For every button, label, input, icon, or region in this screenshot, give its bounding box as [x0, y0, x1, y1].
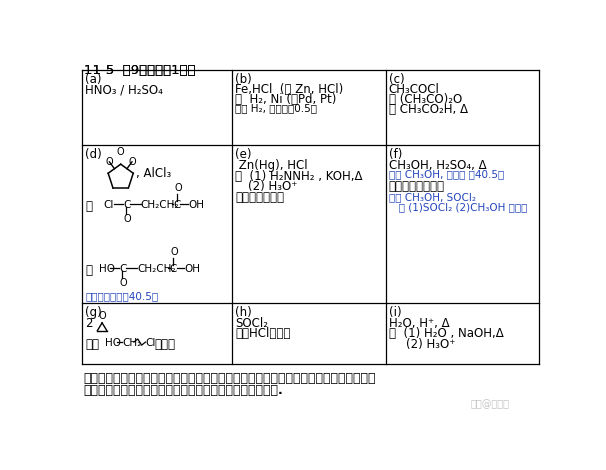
Text: O: O: [98, 311, 106, 321]
Text: Cl: Cl: [145, 338, 156, 348]
Text: (c): (c): [389, 73, 404, 86]
Text: OH: OH: [184, 264, 200, 274]
Text: 或  (1) H₂O , NaOH,Δ: 或 (1) H₂O , NaOH,Δ: [389, 328, 504, 340]
Text: C: C: [173, 200, 181, 211]
Text: 或 (CH₃CO)₂O: 或 (CH₃CO)₂O: [389, 94, 462, 106]
Text: C: C: [170, 264, 177, 274]
Text: (e): (e): [235, 148, 252, 161]
Text: Cl: Cl: [104, 200, 114, 211]
Text: (d): (d): [85, 148, 102, 161]
Text: 权，任何人不得在出版物或互联网上转载或贩卖，违者必究.: 权，任何人不得在出版物或互联网上转载或贩卖，违者必究.: [84, 384, 283, 398]
Text: 写成 CH₃OH, SOCl₂: 写成 CH₃OH, SOCl₂: [389, 192, 476, 202]
Text: O: O: [124, 214, 132, 224]
Text: CH₂CH₂: CH₂CH₂: [137, 264, 176, 274]
Text: CH₃OH, H₂SO₄, Δ: CH₃OH, H₂SO₄, Δ: [389, 159, 487, 172]
Text: 无傅化剂者不得分: 无傅化剂者不得分: [389, 180, 445, 193]
Text: CH₃COCl: CH₃COCl: [389, 83, 440, 96]
Text: O: O: [170, 247, 178, 258]
Text: 不扣分: 不扣分: [154, 338, 175, 351]
Text: 或: 或: [85, 264, 92, 277]
Text: CH₂: CH₂: [122, 338, 141, 348]
Text: Fe,HCl  (或 Zn, HCl): Fe,HCl (或 Zn, HCl): [235, 83, 344, 96]
Text: O: O: [105, 157, 113, 167]
Text: O: O: [174, 183, 182, 194]
Text: (f): (f): [389, 148, 402, 161]
Text: 奕赛@化学帝: 奕赛@化学帝: [471, 399, 510, 409]
Text: HO: HO: [99, 264, 115, 274]
Text: O: O: [128, 157, 136, 167]
Text: (h): (h): [235, 306, 252, 319]
Text: 替代酸锈者，戆40.5分: 替代酸锈者，戆40.5分: [85, 291, 158, 301]
Text: 写成 H₂, 傅化剂扠0.5分: 写成 H₂, 傅化剂扠0.5分: [235, 103, 318, 113]
Text: CH₂CH₂: CH₂CH₂: [141, 200, 179, 211]
Text: OH: OH: [188, 200, 204, 211]
Text: HO: HO: [105, 338, 121, 348]
Text: 11-5  （9分，每个1分）: 11-5 （9分，每个1分）: [84, 64, 195, 77]
Text: 或 (1)SOCl₂ (2)CH₃OH 不得分: 或 (1)SOCl₂ (2)CH₃OH 不得分: [389, 202, 527, 212]
Text: (2) H₃O⁺: (2) H₃O⁺: [248, 180, 297, 193]
Text: 写成 CH₃OH, 傅化剂 戆40.5分: 写成 CH₃OH, 傅化剂 戆40.5分: [389, 170, 504, 180]
Text: O: O: [117, 147, 124, 157]
Text: Zn(Hg), HCl: Zn(Hg), HCl: [235, 159, 308, 172]
Text: 郑重声明：本试题及答案版权属福建省化学会所有，未经福建省化学会化学竞赛负责人授: 郑重声明：本试题及答案版权属福建省化学会所有，未经福建省化学会化学竞赛负责人授: [84, 372, 376, 385]
Text: C: C: [119, 264, 127, 274]
Text: H₂O, H⁺, Δ: H₂O, H⁺, Δ: [389, 317, 450, 329]
Text: 或 CH₃CO₂H, Δ: 或 CH₃CO₂H, Δ: [389, 103, 468, 117]
Text: O: O: [120, 278, 127, 288]
Text: (b): (b): [235, 73, 252, 86]
Text: C: C: [123, 200, 130, 211]
Text: 写成HCl不得分: 写成HCl不得分: [235, 328, 291, 340]
Text: (a): (a): [85, 73, 102, 86]
Text: , AlCl₃: , AlCl₃: [136, 166, 171, 180]
Text: SOCl₂: SOCl₂: [235, 317, 268, 329]
Text: 11-5  （9分，每个1分）: 11-5 （9分，每个1分）: [84, 64, 195, 77]
Text: 或  (1) H₂NNH₂ , KOH,Δ: 或 (1) H₂NNH₂ , KOH,Δ: [235, 170, 363, 182]
Text: (2) H₃O⁺: (2) H₃O⁺: [406, 338, 455, 351]
Text: HNO₃ / H₂SO₄: HNO₃ / H₂SO₄: [85, 83, 163, 96]
Text: 以: 以: [85, 200, 92, 213]
Text: (g): (g): [85, 306, 102, 319]
Text: 2: 2: [85, 317, 93, 329]
Text: (i): (i): [389, 306, 402, 319]
Text: 或  H₂, Ni (或Pd, Pt): 或 H₂, Ni (或Pd, Pt): [235, 94, 337, 106]
Text: 其它答案不得分: 其它答案不得分: [235, 191, 284, 204]
Text: 写成: 写成: [85, 338, 99, 351]
